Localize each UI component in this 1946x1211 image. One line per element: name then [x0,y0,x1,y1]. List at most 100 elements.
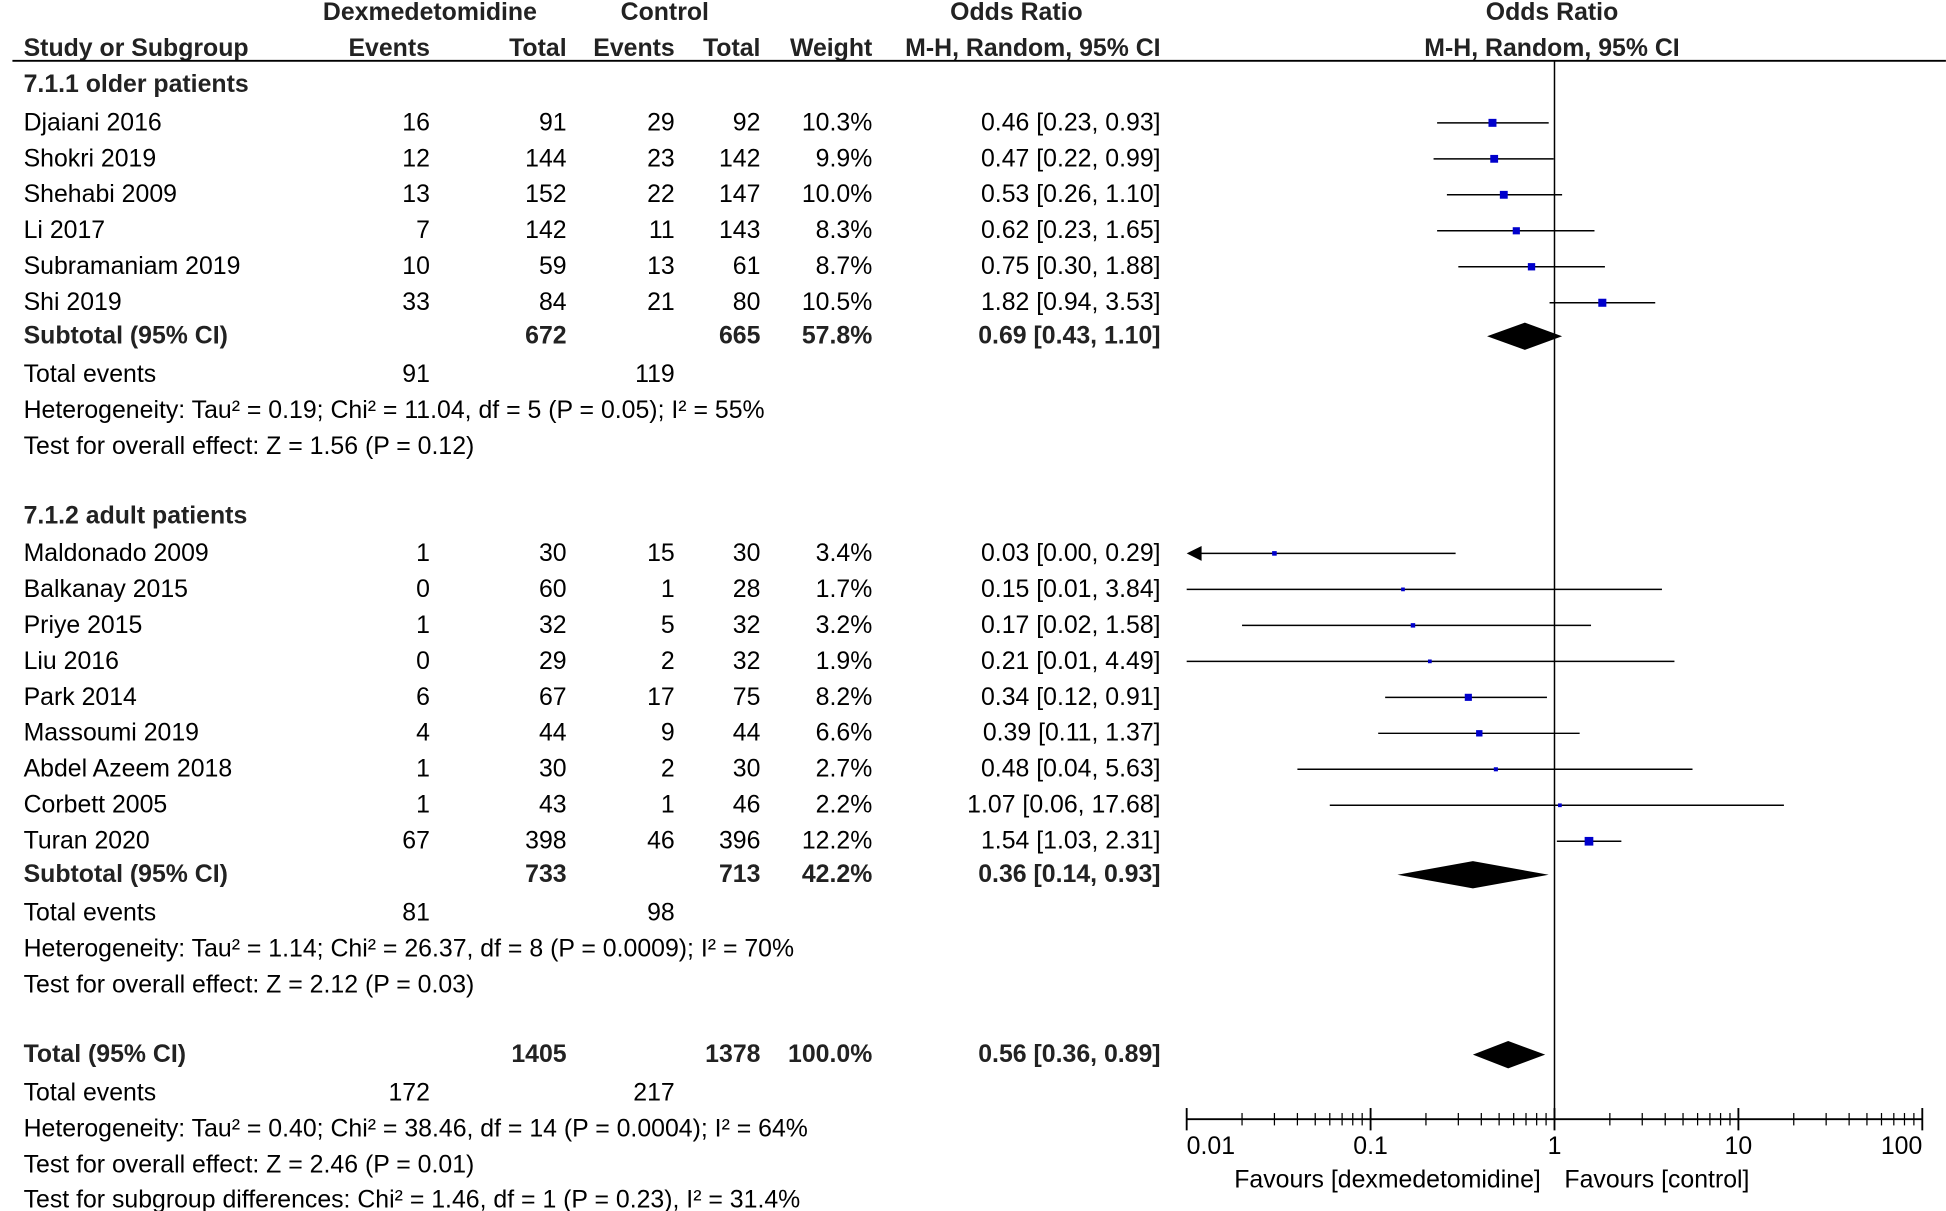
ci-clip-arrow [1186,545,1202,561]
dex-events: 0 [416,576,430,603]
study-marker [1558,803,1562,808]
study-weight: 10.3% [802,109,872,136]
study-or-ci: 1.82 [0.94, 3.53] [981,289,1161,316]
control-total: 143 [719,217,760,244]
control-events: 13 [647,253,675,280]
total-or-ci: 0.56 [0.36, 0.89] [978,1041,1160,1068]
study-name: Subramaniam 2019 [24,253,241,280]
study-weight: 1.7% [816,576,873,603]
control-total: 80 [733,289,761,316]
dex-total: 43 [539,792,567,819]
dex-events: 0 [416,648,430,675]
study-marker [1410,623,1416,628]
subtotal-label: Subtotal (95% CI) [24,861,228,888]
control-events: 22 [647,181,675,208]
study-or-ci: 0.75 [0.30, 1.88] [981,253,1161,280]
study-marker [1490,154,1499,163]
control-total: 32 [733,612,761,639]
subtotal-dex-total: 672 [525,323,566,350]
study-weight: 9.9% [816,145,873,172]
favours-dexmedetomidine-label: Favours [dexmedetomidine] [1234,1166,1541,1193]
subgroup-events-control: 98 [647,900,675,927]
study-name: Turan 2020 [24,828,150,855]
control-total: 46 [733,792,761,819]
total-control-total: 1378 [705,1041,760,1068]
subgroup-events-dex: 91 [402,361,430,388]
dex-total: 60 [539,576,567,603]
dex-events: 16 [402,109,430,136]
dex-events: 1 [416,756,430,783]
dex-events: 6 [416,684,430,711]
study-name: Li 2017 [24,217,106,244]
control-total: 142 [719,145,760,172]
study-or-ci: 0.34 [0.12, 0.91] [981,684,1161,711]
study-weight: 1.9% [816,648,873,675]
control-total: 30 [733,540,761,567]
control-events: 17 [647,684,675,711]
study-weight: 2.7% [816,756,873,783]
header-events-dex: Events [348,35,429,62]
dex-events: 7 [416,217,430,244]
control-events: 2 [661,756,675,783]
study-name: Shehabi 2009 [24,181,177,208]
study-marker [1464,693,1472,701]
tick-label: 100 [1881,1133,1922,1160]
study-weight: 12.2% [802,828,872,855]
dex-events: 1 [416,792,430,819]
study-or-ci: 0.03 [0.00, 0.29] [981,540,1161,567]
tick-label: 1 [1548,1133,1562,1160]
dex-events: 4 [416,720,430,747]
dex-total: 144 [525,145,567,172]
study-name: Priye 2015 [24,612,143,639]
study-name: Shi 2019 [24,289,122,316]
subtotal-label: Subtotal (95% CI) [24,323,228,350]
header-odds-ratio: Odds Ratio [950,0,1083,26]
subgroup-title: 7.1.1 older patients [24,71,249,98]
study-marker [1488,118,1497,127]
study-name: Corbett 2005 [24,792,168,819]
total-diamond [1472,1041,1546,1069]
header-plot-odds-ratio: Odds Ratio [1486,0,1619,26]
study-weight: 10.0% [802,181,872,208]
study-marker [1584,836,1594,846]
study-marker [1493,767,1498,772]
dex-total: 67 [539,684,567,711]
study-or-ci: 0.62 [0.23, 1.65] [981,217,1161,244]
control-events: 1 [661,576,675,603]
total-dex-total: 1405 [511,1041,566,1068]
control-events: 46 [647,828,675,855]
total-events-dex: 172 [388,1080,429,1107]
control-total: 28 [733,576,761,603]
study-name: Shokri 2019 [24,145,157,172]
subgroup-title: 7.1.2 adult patients [24,503,248,530]
dex-events: 67 [402,828,430,855]
control-total: 92 [733,109,761,136]
tick-label: 0.01 [1187,1133,1235,1160]
control-events: 11 [649,217,675,244]
subtotal-or-ci: 0.69 [0.43, 1.10] [978,323,1160,350]
header-dexmedetomidine: Dexmedetomidine [323,0,537,26]
heterogeneity-text: Heterogeneity: Tau² = 1.14; Chi² = 26.37… [24,936,794,963]
control-events: 15 [647,540,675,567]
control-events: 29 [647,109,675,136]
dex-total: 84 [539,289,567,316]
study-marker [1272,551,1277,556]
study-weight: 10.5% [802,289,872,316]
study-weight: 2.2% [816,792,873,819]
study-weight: 6.6% [816,720,873,747]
subtotal-control-total: 713 [719,861,760,888]
study-or-ci: 0.48 [0.04, 5.63] [981,756,1161,783]
control-total: 75 [733,684,761,711]
subtotal-diamond [1397,861,1549,889]
study-name: Balkanay 2015 [24,576,188,603]
subgroup-events-dex: 81 [402,900,430,927]
dex-events: 10 [402,253,430,280]
study-marker [1512,227,1520,235]
study-or-ci: 0.53 [0.26, 1.10] [981,181,1161,208]
dex-total: 59 [539,253,567,280]
header-plot-method: M-H, Random, 95% CI [1424,35,1679,62]
control-total: 396 [719,828,760,855]
study-weight: 8.3% [816,217,873,244]
